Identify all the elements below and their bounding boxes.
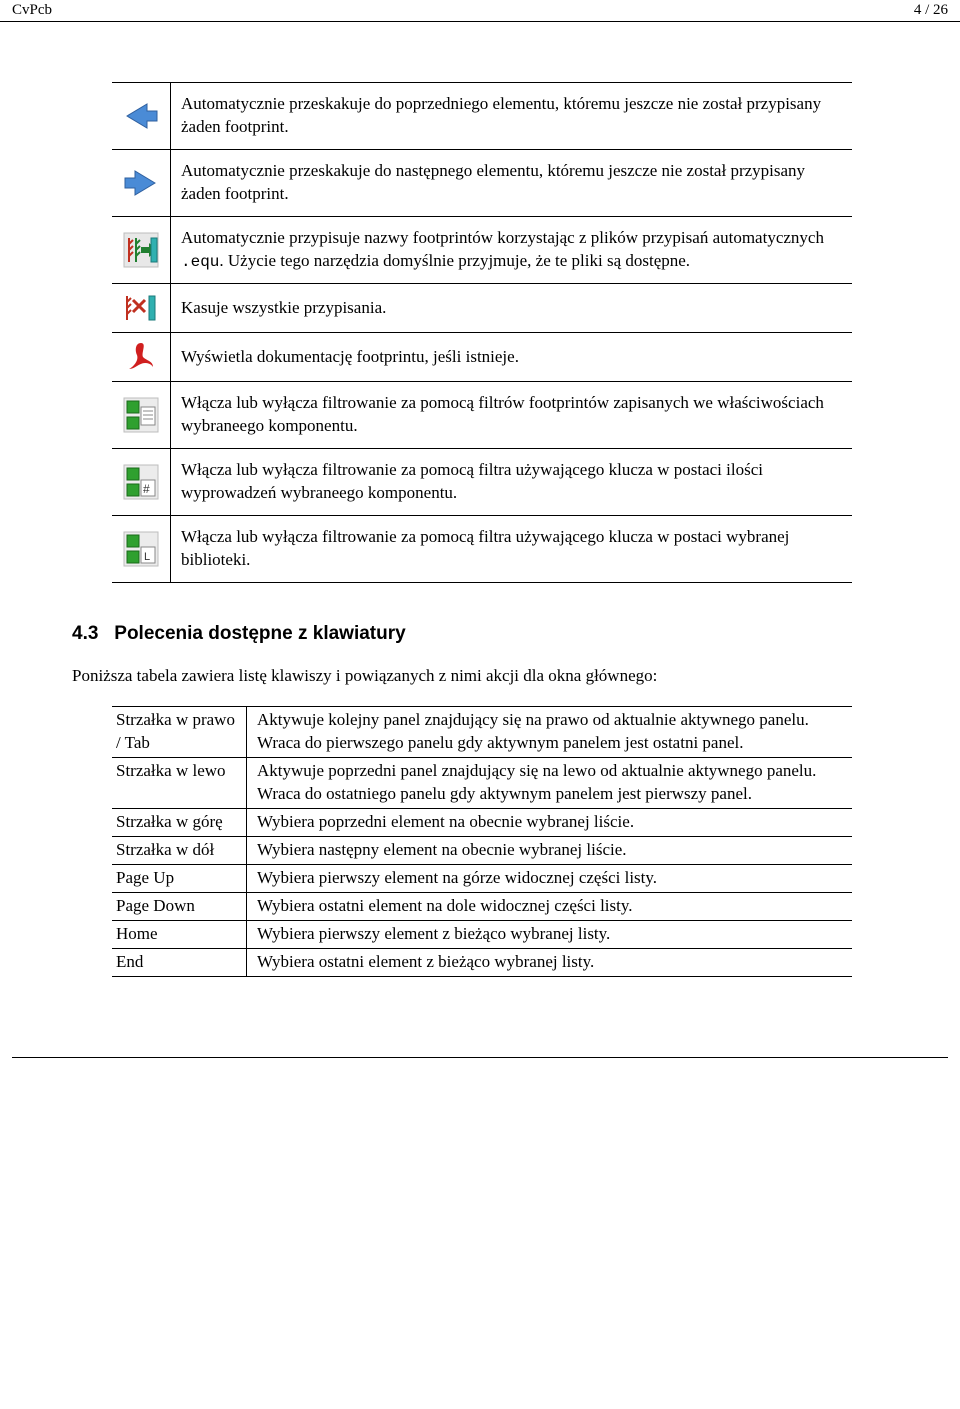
key-name: Strzałka w prawo / Tab xyxy=(112,707,247,758)
icon-description: Automatycznie przeskakuje do następnego … xyxy=(171,149,853,216)
section-heading: 4.3 Polecenia dostępne z klawiatury xyxy=(72,623,888,645)
icon-cell: # xyxy=(112,449,171,516)
page-header: CvPcb 4 / 26 xyxy=(0,0,960,22)
desc-post: . Użycie tego narzędzia domyślnie przyjm… xyxy=(219,251,690,270)
key-name: Strzałka w dół xyxy=(112,837,247,865)
key-description: Wybiera pierwszy element z bieżąco wybra… xyxy=(247,920,853,948)
section-title: Polecenia dostępne z klawiatury xyxy=(114,623,405,644)
key-name: Home xyxy=(112,920,247,948)
icon-description: Wyświetla dokumentację footprintu, jeśli… xyxy=(171,333,853,382)
icon-description: Włącza lub wyłącza filtrowanie za pomocą… xyxy=(171,449,853,516)
svg-text:L: L xyxy=(144,551,150,563)
delete-assign-icon xyxy=(123,290,159,326)
table-row: Page Down Wybiera ostatni element na dol… xyxy=(112,892,852,920)
icon-cell xyxy=(112,284,171,333)
arrow-right-icon xyxy=(123,165,159,201)
table-row: Włącza lub wyłącza filtrowanie za pomocą… xyxy=(112,382,852,449)
key-name: Strzałka w lewo xyxy=(112,758,247,809)
arrow-left-icon xyxy=(123,98,159,134)
header-title: CvPcb xyxy=(12,2,52,19)
key-description: Wybiera poprzedni element na obecnie wyb… xyxy=(247,809,853,837)
icon-cell xyxy=(112,216,171,284)
desc-pre: Automatycznie przypisuje nazwy footprint… xyxy=(181,228,824,247)
table-row: End Wybiera ostatni element z bieżąco wy… xyxy=(112,948,852,976)
section-number: 4.3 xyxy=(72,623,98,644)
filter-lib-icon: L xyxy=(123,531,159,567)
icon-cell xyxy=(112,149,171,216)
code-literal: .equ xyxy=(181,253,219,271)
table-row: Wyświetla dokumentację footprintu, jeśli… xyxy=(112,333,852,382)
table-row: Kasuje wszystkie przypisania. xyxy=(112,284,852,333)
key-name: Strzałka w górę xyxy=(112,809,247,837)
pdf-icon xyxy=(123,339,159,375)
icon-description: Kasuje wszystkie przypisania. xyxy=(171,284,853,333)
table-row: Strzałka w górę Wybiera poprzedni elemen… xyxy=(112,809,852,837)
table-row: Strzałka w dół Wybiera następny element … xyxy=(112,837,852,865)
table-row: Home Wybiera pierwszy element z bieżąco … xyxy=(112,920,852,948)
icon-cell xyxy=(112,333,171,382)
icon-cell: L xyxy=(112,516,171,583)
page-content: Automatycznie przeskakuje do poprzednieg… xyxy=(0,22,960,1007)
key-description: Wybiera ostatni element z bieżąco wybran… xyxy=(247,948,853,976)
icon-cell xyxy=(112,382,171,449)
key-name: End xyxy=(112,948,247,976)
icon-description: Automatycznie przeskakuje do poprzednieg… xyxy=(171,83,853,150)
table-row: Automatycznie przeskakuje do poprzednieg… xyxy=(112,83,852,150)
section-intro: Poniższa tabela zawiera listę klawiszy i… xyxy=(72,663,888,689)
filter-fp-icon xyxy=(123,397,159,433)
table-row: # Włącza lub wyłącza filtrowanie za pomo… xyxy=(112,449,852,516)
header-page-number: 4 / 26 xyxy=(914,2,948,19)
icon-description: Włącza lub wyłącza filtrowanie za pomocą… xyxy=(171,516,853,583)
page: CvPcb 4 / 26 Automatycznie przeskakuje d… xyxy=(0,0,960,1058)
table-row: L Włącza lub wyłącza filtrowanie za pomo… xyxy=(112,516,852,583)
key-description: Wybiera następny element na obecnie wybr… xyxy=(247,837,853,865)
icon-description: Automatycznie przypisuje nazwy footprint… xyxy=(171,216,853,284)
key-description: Aktywuje poprzedni panel znajdujący się … xyxy=(247,758,853,809)
table-row: Strzałka w prawo / Tab Aktywuje kolejny … xyxy=(112,707,852,758)
key-name: Page Up xyxy=(112,865,247,893)
key-description: Wybiera ostatni element na dole widoczne… xyxy=(247,892,853,920)
toolbar-icon-table: Automatycznie przeskakuje do poprzednieg… xyxy=(112,82,852,583)
key-name: Page Down xyxy=(112,892,247,920)
keyboard-shortcut-table: Strzałka w prawo / Tab Aktywuje kolejny … xyxy=(112,706,852,976)
auto-assign-icon xyxy=(123,232,159,268)
key-description: Aktywuje kolejny panel znajdujący się na… xyxy=(247,707,853,758)
icon-description: Włącza lub wyłącza filtrowanie za pomocą… xyxy=(171,382,853,449)
table-row: Automatycznie przeskakuje do następnego … xyxy=(112,149,852,216)
icon-cell xyxy=(112,83,171,150)
table-row: Automatycznie przypisuje nazwy footprint… xyxy=(112,216,852,284)
table-row: Strzałka w lewo Aktywuje poprzedni panel… xyxy=(112,758,852,809)
svg-text:#: # xyxy=(143,482,150,496)
filter-pin-icon: # xyxy=(123,464,159,500)
table-row: Page Up Wybiera pierwszy element na górz… xyxy=(112,865,852,893)
footer-rule xyxy=(12,1057,948,1058)
key-description: Wybiera pierwszy element na górze widocz… xyxy=(247,865,853,893)
